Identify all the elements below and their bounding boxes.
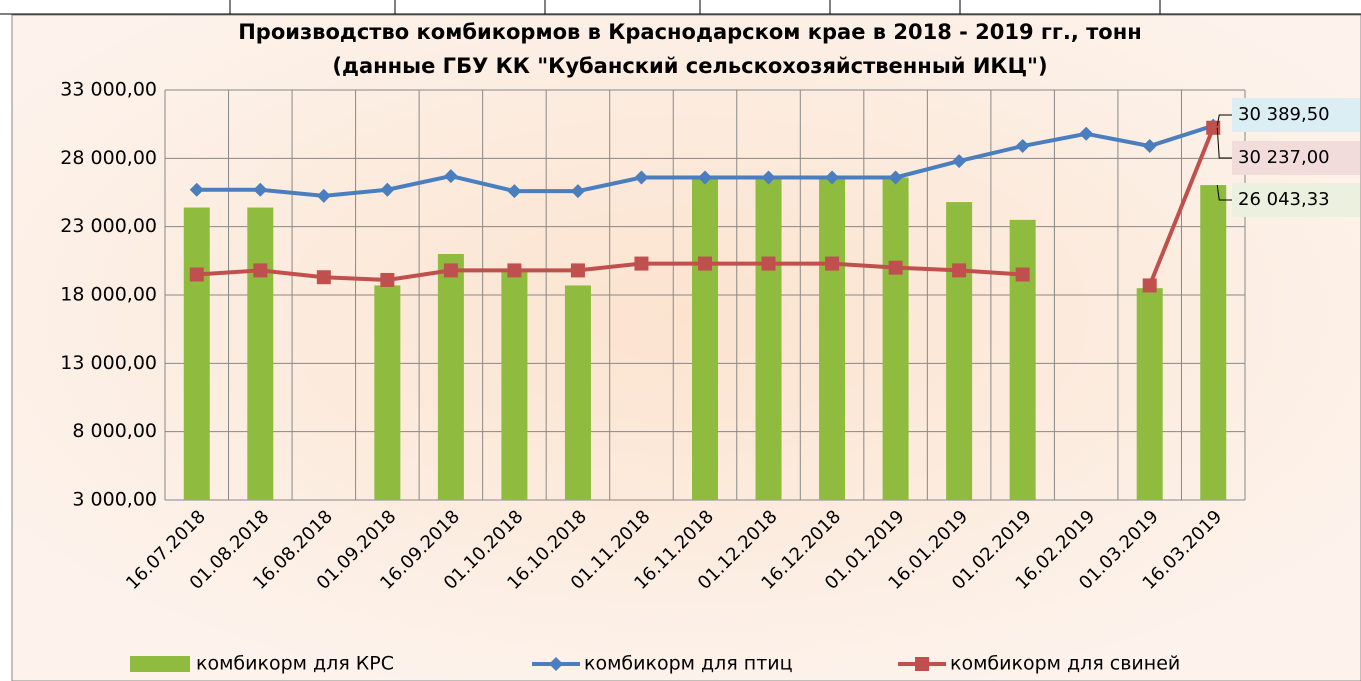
screenshot: Производство комбикормов в Краснодарском… bbox=[0, 0, 1361, 681]
bar bbox=[946, 202, 972, 500]
legend-marker bbox=[915, 657, 929, 671]
data-label: 30 389,50 bbox=[1238, 104, 1330, 125]
marker bbox=[825, 257, 839, 271]
bar bbox=[1137, 288, 1163, 500]
data-label: 26 043,33 bbox=[1238, 189, 1330, 210]
bar bbox=[819, 177, 845, 500]
bar bbox=[184, 208, 210, 500]
marker bbox=[380, 273, 394, 287]
marker bbox=[444, 263, 458, 277]
y-tick-label: 33 000,00 bbox=[60, 79, 157, 101]
marker bbox=[634, 257, 648, 271]
legend-label: комбикорм для птиц bbox=[584, 653, 793, 675]
marker bbox=[253, 263, 267, 277]
marker bbox=[889, 261, 903, 275]
legend-label: комбикорм для свиней bbox=[950, 653, 1180, 675]
marker bbox=[190, 268, 204, 282]
y-tick-label: 23 000,00 bbox=[60, 215, 157, 237]
bar bbox=[883, 177, 909, 500]
chart-subtitle: (данные ГБУ КК "Кубанский сельскохозяйст… bbox=[332, 54, 1047, 78]
bar bbox=[1010, 220, 1036, 500]
chart-title: Производство комбикормов в Краснодарском… bbox=[238, 20, 1142, 44]
y-tick-label: 3 000,00 bbox=[72, 489, 157, 511]
legend-label: комбикорм для КРС bbox=[196, 653, 394, 675]
bar bbox=[374, 285, 400, 500]
marker bbox=[317, 270, 331, 284]
marker bbox=[762, 257, 776, 271]
marker bbox=[1016, 268, 1030, 282]
y-tick-label: 13 000,00 bbox=[60, 352, 157, 374]
y-tick-label: 28 000,00 bbox=[60, 147, 157, 169]
bar bbox=[565, 285, 591, 500]
marker bbox=[1143, 278, 1157, 292]
bar bbox=[247, 208, 273, 500]
legend-swatch bbox=[130, 656, 190, 672]
marker bbox=[507, 263, 521, 277]
data-label: 30 237,00 bbox=[1238, 147, 1330, 168]
bar bbox=[438, 254, 464, 500]
marker bbox=[698, 257, 712, 271]
sheet-row bbox=[0, 0, 1361, 14]
marker bbox=[571, 263, 585, 277]
y-tick-label: 18 000,00 bbox=[60, 284, 157, 306]
bar bbox=[692, 177, 718, 500]
bar bbox=[501, 269, 527, 500]
bar bbox=[1200, 185, 1226, 500]
y-tick-label: 8 000,00 bbox=[72, 420, 157, 442]
bar bbox=[756, 177, 782, 500]
marker bbox=[952, 263, 966, 277]
